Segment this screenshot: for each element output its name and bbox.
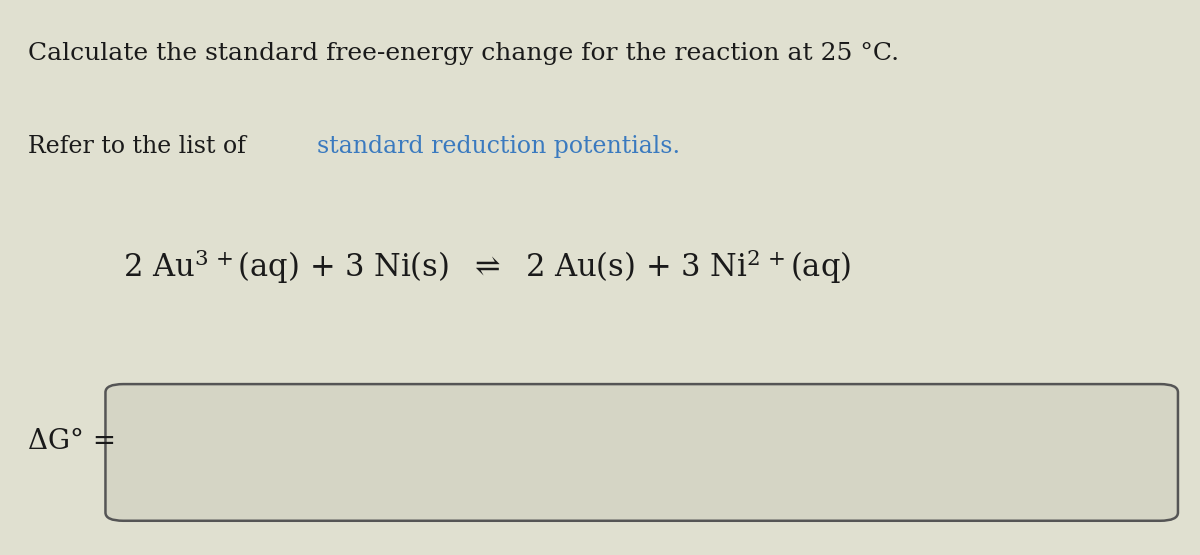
Text: ΔG° =: ΔG° =	[28, 428, 116, 455]
Text: Calculate the standard free-energy change for the reaction at 25 °C.: Calculate the standard free-energy chang…	[28, 42, 899, 65]
Text: 2 Au$^{3\,+}$(aq) + 3 Ni(s)  $\rightleftharpoons$  2 Au(s) + 3 Ni$^{2\,+}$(aq): 2 Au$^{3\,+}$(aq) + 3 Ni(s) $\rightlefth…	[124, 247, 852, 286]
Text: Refer to the list of: Refer to the list of	[28, 135, 253, 158]
FancyBboxPatch shape	[106, 384, 1178, 521]
Text: standard reduction potentials.: standard reduction potentials.	[317, 135, 680, 158]
